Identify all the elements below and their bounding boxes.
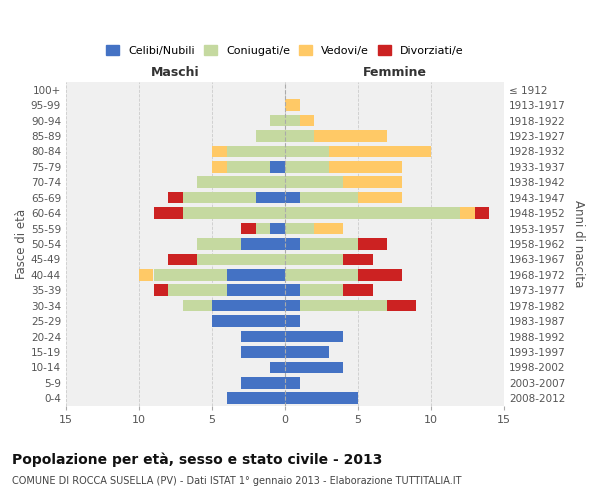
Bar: [299, 192, 358, 203]
Bar: [256, 223, 271, 234]
Bar: [183, 300, 212, 312]
Bar: [387, 300, 416, 312]
Bar: [285, 377, 299, 388]
Bar: [285, 146, 329, 157]
Bar: [256, 192, 285, 203]
Y-axis label: Fasce di età: Fasce di età: [15, 209, 28, 279]
Bar: [227, 269, 285, 280]
Bar: [299, 115, 314, 126]
Bar: [285, 115, 299, 126]
Bar: [285, 346, 329, 358]
Bar: [285, 392, 358, 404]
Bar: [212, 161, 227, 172]
Bar: [285, 208, 460, 219]
Bar: [285, 100, 299, 111]
Bar: [299, 284, 343, 296]
Bar: [227, 284, 285, 296]
Bar: [212, 146, 227, 157]
Legend: Celibi/Nubili, Coniugati/e, Vedovi/e, Divorziati/e: Celibi/Nubili, Coniugati/e, Vedovi/e, Di…: [106, 46, 464, 56]
Bar: [285, 161, 329, 172]
Bar: [285, 223, 314, 234]
Bar: [358, 192, 402, 203]
Bar: [271, 115, 285, 126]
Bar: [358, 269, 402, 280]
Text: Femmine: Femmine: [362, 66, 427, 79]
Bar: [475, 208, 490, 219]
Bar: [329, 161, 402, 172]
Bar: [183, 192, 256, 203]
Bar: [285, 284, 299, 296]
Bar: [285, 130, 314, 142]
Bar: [227, 146, 285, 157]
Bar: [343, 176, 402, 188]
Bar: [460, 208, 475, 219]
Bar: [197, 238, 241, 250]
Bar: [285, 238, 299, 250]
Bar: [299, 300, 387, 312]
Bar: [241, 377, 285, 388]
Bar: [358, 238, 387, 250]
Bar: [285, 176, 343, 188]
Bar: [285, 192, 299, 203]
Bar: [212, 300, 285, 312]
Bar: [168, 284, 227, 296]
Bar: [197, 254, 285, 265]
Bar: [285, 269, 358, 280]
Bar: [285, 254, 343, 265]
Bar: [285, 362, 343, 373]
Bar: [154, 208, 183, 219]
Bar: [241, 346, 285, 358]
Bar: [314, 223, 343, 234]
Bar: [139, 269, 154, 280]
Bar: [227, 161, 271, 172]
Bar: [168, 192, 183, 203]
Bar: [271, 362, 285, 373]
Bar: [241, 223, 256, 234]
Text: Maschi: Maschi: [151, 66, 200, 79]
Bar: [285, 300, 299, 312]
Bar: [183, 208, 285, 219]
Text: Popolazione per età, sesso e stato civile - 2013: Popolazione per età, sesso e stato civil…: [12, 452, 382, 467]
Bar: [343, 254, 373, 265]
Bar: [314, 130, 387, 142]
Bar: [154, 284, 168, 296]
Bar: [168, 254, 197, 265]
Bar: [241, 331, 285, 342]
Bar: [299, 238, 358, 250]
Y-axis label: Anni di nascita: Anni di nascita: [572, 200, 585, 288]
Bar: [241, 238, 285, 250]
Bar: [285, 316, 299, 327]
Bar: [154, 269, 227, 280]
Bar: [343, 284, 373, 296]
Bar: [271, 223, 285, 234]
Bar: [271, 161, 285, 172]
Bar: [329, 146, 431, 157]
Bar: [227, 392, 285, 404]
Bar: [285, 331, 343, 342]
Text: COMUNE DI ROCCA SUSELLA (PV) - Dati ISTAT 1° gennaio 2013 - Elaborazione TUTTITA: COMUNE DI ROCCA SUSELLA (PV) - Dati ISTA…: [12, 476, 461, 486]
Bar: [197, 176, 285, 188]
Bar: [212, 316, 285, 327]
Bar: [256, 130, 285, 142]
